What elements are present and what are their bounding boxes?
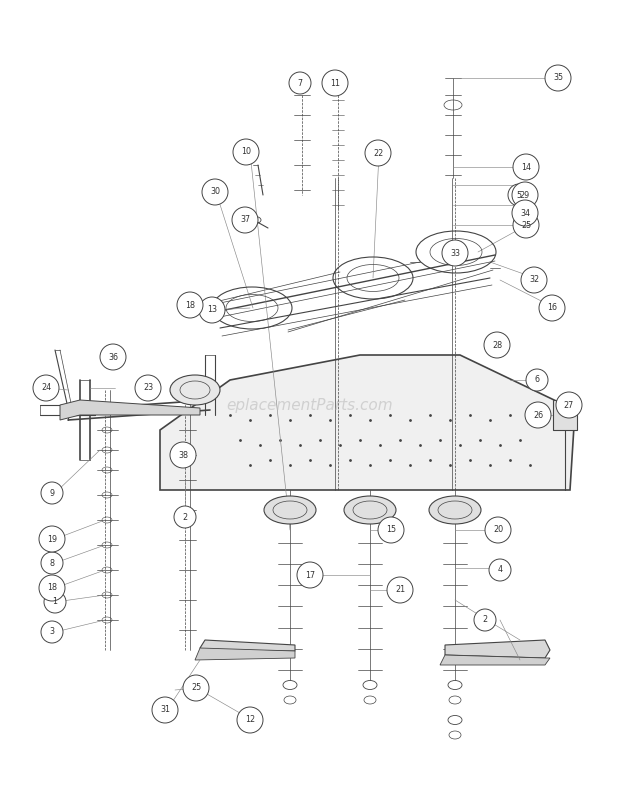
Text: 12: 12 (245, 715, 255, 724)
Text: 17: 17 (305, 570, 315, 580)
Text: 34: 34 (520, 209, 530, 217)
Polygon shape (195, 648, 295, 660)
Circle shape (297, 562, 323, 588)
Circle shape (526, 369, 548, 391)
Text: 18: 18 (185, 301, 195, 310)
Text: 9: 9 (50, 488, 55, 497)
Circle shape (183, 675, 209, 701)
Text: 27: 27 (564, 400, 574, 410)
Text: 20: 20 (493, 525, 503, 534)
Text: 29: 29 (520, 191, 530, 200)
Text: 24: 24 (41, 383, 51, 392)
Circle shape (39, 526, 65, 552)
Circle shape (233, 139, 259, 165)
Circle shape (508, 184, 530, 206)
Text: 14: 14 (521, 163, 531, 172)
Circle shape (513, 212, 539, 238)
Circle shape (474, 609, 496, 631)
Circle shape (525, 402, 551, 428)
Text: 7: 7 (298, 79, 303, 87)
Text: 13: 13 (207, 306, 217, 314)
Circle shape (545, 65, 571, 91)
Circle shape (521, 267, 547, 293)
Circle shape (365, 140, 391, 166)
Circle shape (484, 332, 510, 358)
Circle shape (202, 179, 228, 205)
Circle shape (33, 375, 59, 401)
Polygon shape (440, 655, 550, 665)
Circle shape (152, 697, 178, 723)
Circle shape (485, 517, 511, 543)
Circle shape (44, 591, 66, 613)
Text: 35: 35 (553, 74, 563, 83)
Polygon shape (445, 640, 550, 658)
Circle shape (100, 344, 126, 370)
Circle shape (512, 200, 538, 226)
Text: 8: 8 (50, 558, 55, 568)
Polygon shape (200, 640, 295, 651)
Text: 26: 26 (533, 411, 543, 419)
Text: 38: 38 (178, 451, 188, 460)
Circle shape (322, 70, 348, 96)
Text: 28: 28 (492, 341, 502, 350)
Text: 19: 19 (47, 534, 57, 544)
Circle shape (41, 482, 63, 504)
Text: 2: 2 (482, 615, 487, 625)
Text: 3: 3 (50, 627, 55, 637)
Text: 21: 21 (395, 585, 405, 594)
Circle shape (556, 392, 582, 418)
Text: 4: 4 (497, 565, 502, 574)
Text: 37: 37 (240, 216, 250, 225)
Text: 25: 25 (191, 683, 201, 692)
Text: 1: 1 (53, 597, 58, 606)
Circle shape (512, 182, 538, 208)
Circle shape (387, 577, 413, 603)
Text: 30: 30 (210, 188, 220, 196)
Text: 11: 11 (330, 79, 340, 87)
Circle shape (41, 621, 63, 643)
Polygon shape (160, 355, 575, 490)
Text: eplacementParts.com: eplacementParts.com (227, 398, 393, 412)
Ellipse shape (264, 496, 316, 524)
Polygon shape (60, 400, 200, 420)
Text: 22: 22 (373, 148, 383, 157)
Circle shape (135, 375, 161, 401)
Text: 16: 16 (547, 303, 557, 313)
Circle shape (489, 559, 511, 581)
Circle shape (289, 72, 311, 94)
Ellipse shape (170, 375, 220, 405)
Text: 32: 32 (529, 276, 539, 285)
Circle shape (199, 297, 225, 323)
Text: 5: 5 (516, 191, 521, 200)
Ellipse shape (429, 496, 481, 524)
Circle shape (442, 240, 468, 266)
Circle shape (237, 707, 263, 733)
Text: 25: 25 (521, 221, 531, 229)
Circle shape (232, 207, 258, 233)
Ellipse shape (344, 496, 396, 524)
Text: 6: 6 (534, 375, 539, 384)
Circle shape (174, 506, 196, 528)
Circle shape (39, 575, 65, 601)
Circle shape (177, 292, 203, 318)
Text: 31: 31 (160, 706, 170, 715)
Text: 36: 36 (108, 353, 118, 362)
Text: 10: 10 (241, 148, 251, 156)
Text: 18: 18 (47, 584, 57, 593)
Circle shape (513, 154, 539, 180)
Text: 23: 23 (143, 383, 153, 392)
Circle shape (170, 442, 196, 468)
Text: 15: 15 (386, 525, 396, 534)
Circle shape (378, 517, 404, 543)
Circle shape (539, 295, 565, 321)
Circle shape (41, 552, 63, 574)
FancyBboxPatch shape (553, 400, 577, 430)
Text: 2: 2 (182, 512, 188, 521)
Text: 33: 33 (450, 249, 460, 257)
